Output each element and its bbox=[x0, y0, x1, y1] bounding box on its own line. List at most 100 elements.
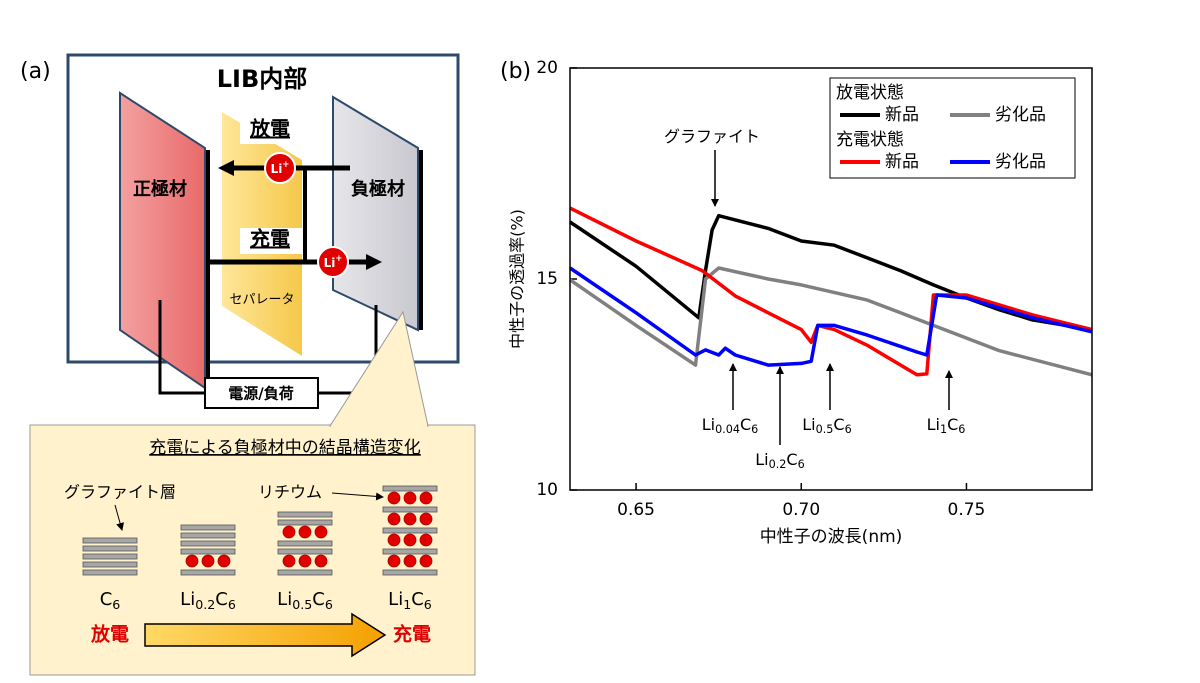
ion-label: Li+ bbox=[324, 253, 343, 270]
lithium-atom bbox=[403, 554, 417, 568]
text-part: 6 bbox=[845, 423, 852, 436]
graphite-sheet bbox=[82, 561, 138, 568]
text-part: 6 bbox=[112, 597, 120, 612]
lithium-atom bbox=[217, 554, 231, 568]
text-part: C bbox=[215, 589, 228, 610]
x-axis-label: 中性子の波長(nm) bbox=[760, 527, 903, 547]
legend-label: 新品 bbox=[885, 105, 919, 125]
text-part: C bbox=[833, 415, 844, 434]
stage-label: Li1C6 bbox=[388, 589, 432, 612]
pointer-arrow bbox=[114, 504, 124, 531]
y-tick-label: 20 bbox=[536, 58, 558, 78]
charge-bottom: 充電 bbox=[393, 623, 431, 646]
text-part: 6 bbox=[798, 458, 805, 471]
text-part: 0.04 bbox=[715, 423, 740, 436]
stage-label: Li0.5C6 bbox=[277, 589, 333, 612]
graphite-sheet bbox=[277, 569, 333, 576]
x-tick-label: 0.70 bbox=[782, 500, 820, 520]
text-part: Li bbox=[927, 415, 940, 434]
y-tick-label: 15 bbox=[536, 269, 558, 289]
text-part: 0.5 bbox=[292, 597, 312, 612]
annotation: Li0.2C6 bbox=[755, 450, 804, 472]
text-part: グラファイト bbox=[664, 127, 760, 146]
annotation: Li1C6 bbox=[927, 415, 966, 437]
power-label: 電源/負荷 bbox=[228, 385, 293, 403]
text-part: 1 bbox=[403, 597, 411, 612]
series-line bbox=[569, 266, 1093, 377]
process-arrow bbox=[144, 612, 387, 658]
plot-frame bbox=[569, 67, 1093, 491]
series-line bbox=[569, 266, 1093, 367]
lithium-atom bbox=[282, 525, 296, 539]
graphite-sheet bbox=[82, 569, 138, 576]
callout-title: 充電による負極材中の結晶構造変化 bbox=[149, 438, 421, 458]
chart: 10 15 20 0.65 0.70 0.75 中性子の波長(nm) 中性子の透過率(%) 放電… bbox=[508, 58, 1093, 547]
panel-label: (a) bbox=[20, 59, 51, 84]
text-part: Li bbox=[277, 589, 292, 610]
label-bg bbox=[240, 118, 302, 144]
text-part: + bbox=[335, 253, 342, 263]
graphite-sheet bbox=[277, 548, 333, 555]
lithium-atom bbox=[419, 554, 433, 568]
lithium-atom bbox=[298, 525, 312, 539]
y-tick-label: 10 bbox=[536, 480, 558, 500]
graphite-sheet bbox=[382, 485, 438, 492]
text-part: 0.2 bbox=[195, 597, 215, 612]
text-part: C bbox=[786, 450, 797, 469]
legend-group-title: 充電状態 bbox=[836, 130, 904, 150]
text-part: C bbox=[312, 589, 325, 610]
lithium-atom bbox=[298, 554, 312, 568]
graphite-sheet bbox=[82, 553, 138, 560]
legend-label: 劣化品 bbox=[995, 152, 1046, 172]
panel-label: (b) bbox=[500, 59, 531, 84]
lithium-atom bbox=[282, 554, 296, 568]
anode-label: 負極材 bbox=[351, 178, 405, 200]
anode bbox=[332, 95, 419, 332]
text-part: 6 bbox=[751, 423, 758, 436]
lithium-atom bbox=[419, 491, 433, 505]
text-part: 6 bbox=[424, 597, 432, 612]
lithium-atom bbox=[419, 512, 433, 526]
wire bbox=[158, 300, 205, 395]
graphite-sheet bbox=[382, 569, 438, 576]
label-bg bbox=[240, 228, 302, 254]
text-part: C bbox=[947, 415, 958, 434]
graphite-sheet bbox=[382, 548, 438, 555]
stage-label: C6 bbox=[100, 589, 121, 612]
text-part: Li bbox=[702, 415, 715, 434]
separator-label: セパレータ bbox=[229, 293, 294, 308]
text-part: 0.2 bbox=[769, 458, 787, 471]
pointer-arrow bbox=[331, 492, 384, 501]
graphite-sheet bbox=[277, 511, 333, 518]
graphite-sheet bbox=[180, 524, 236, 531]
graphite-sheet bbox=[277, 540, 333, 547]
text-part: Li bbox=[802, 415, 815, 434]
discharge-label: 放電 bbox=[249, 117, 290, 141]
cathode-label: 正極材 bbox=[133, 178, 187, 200]
graphite-sheet bbox=[382, 527, 438, 534]
graphite-sheet bbox=[382, 506, 438, 513]
x-tick-label: 0.65 bbox=[617, 500, 655, 520]
text-part: C bbox=[100, 589, 113, 610]
lithium-atom bbox=[387, 491, 401, 505]
lithium-atom bbox=[387, 533, 401, 547]
legend-label: 劣化品 bbox=[995, 105, 1046, 125]
text-part: Li bbox=[271, 162, 283, 176]
discharge-bottom: 放電 bbox=[90, 623, 129, 646]
lib-title: LIB内部 bbox=[217, 65, 308, 93]
charge-label: 充電 bbox=[250, 227, 290, 251]
graphite-sheet bbox=[180, 532, 236, 539]
lithium-atom bbox=[185, 554, 199, 568]
li-ion bbox=[317, 246, 349, 278]
lithium-atom bbox=[403, 512, 417, 526]
lithium-atom bbox=[403, 491, 417, 505]
graphite-sheet bbox=[277, 519, 333, 526]
text-part: + bbox=[282, 159, 289, 169]
text-part: 6 bbox=[228, 597, 236, 612]
lithium-atom bbox=[387, 512, 401, 526]
x-tick-label: 0.75 bbox=[948, 500, 986, 520]
text-part: 1 bbox=[940, 423, 947, 436]
annotation: Li0.04C6 bbox=[702, 415, 759, 437]
text-part: Li bbox=[180, 589, 195, 610]
